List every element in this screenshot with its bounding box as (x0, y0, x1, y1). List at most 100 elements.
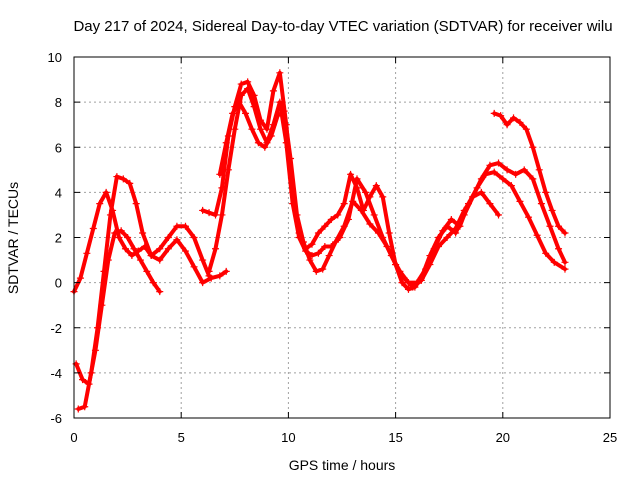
data-point (235, 98, 243, 106)
data-point (237, 80, 245, 88)
data-point (147, 252, 155, 260)
data-point (550, 258, 558, 266)
data-point (250, 103, 258, 111)
data-point (244, 85, 252, 93)
data-point (555, 222, 563, 230)
data-point (199, 206, 207, 214)
data-point (111, 229, 119, 237)
data-point (529, 143, 537, 151)
data-point (156, 256, 164, 264)
data-point (102, 188, 110, 196)
data-point (392, 261, 400, 269)
data-point (274, 112, 282, 120)
data-point (74, 405, 82, 413)
data-point (522, 125, 530, 133)
data-point (497, 112, 505, 120)
data-point (222, 267, 230, 275)
data-point (385, 229, 393, 237)
x-tick-label: 0 (70, 430, 77, 445)
data-point (269, 87, 277, 95)
y-tick-label: 2 (55, 231, 62, 246)
data-point (398, 279, 406, 287)
data-point (128, 252, 136, 260)
data-point (332, 238, 340, 246)
data-point (76, 274, 84, 282)
data-point (460, 206, 468, 214)
data-point (533, 231, 541, 239)
series-line (200, 70, 567, 292)
data-point (130, 245, 138, 253)
data-point (248, 125, 256, 133)
data-point (362, 188, 370, 196)
data-point (276, 69, 284, 77)
data-point (520, 166, 528, 174)
data-point (409, 283, 417, 291)
series-line (72, 190, 229, 294)
data-point (486, 161, 494, 169)
data-point (181, 247, 189, 255)
x-tick-label: 5 (178, 430, 185, 445)
y-axis-label: SDTVAR / TECUs (5, 182, 21, 294)
data-point (499, 175, 507, 183)
data-point (529, 175, 537, 183)
data-point (224, 166, 232, 174)
y-tick-label: 0 (55, 276, 62, 291)
series-line (74, 228, 162, 387)
data-point (535, 166, 543, 174)
data-point (548, 206, 556, 214)
data-point (132, 200, 140, 208)
data-point (89, 224, 97, 232)
data-point (164, 234, 172, 241)
data-point (439, 227, 447, 235)
data-point (469, 193, 477, 201)
data-point (379, 193, 387, 201)
data-point (426, 261, 434, 269)
data-point (261, 143, 269, 151)
data-point (370, 211, 378, 219)
data-point (83, 249, 91, 257)
data-point (218, 211, 226, 219)
data-point (263, 125, 271, 133)
series-pass-2 (74, 173, 213, 413)
data-point (452, 224, 460, 232)
series-pass-7 (490, 109, 569, 237)
data-point (561, 265, 569, 273)
data-point (205, 209, 213, 217)
data-point (242, 109, 250, 117)
data-point (199, 279, 207, 287)
data-point (495, 211, 503, 219)
data-point (516, 118, 524, 126)
data-point (98, 301, 106, 309)
data-point (121, 245, 129, 253)
data-point (199, 256, 207, 264)
data-point (357, 206, 365, 214)
grid (74, 57, 610, 418)
axis-ticks: 0 5 10 15 20 25 -6 -4 -2 0 2 4 6 8 10 (48, 50, 618, 445)
data-point (212, 211, 220, 219)
data-point (510, 114, 518, 122)
data-layer (70, 69, 569, 413)
data-point (287, 155, 295, 163)
data-point (321, 243, 329, 251)
x-tick-label: 10 (281, 430, 295, 445)
data-point (443, 234, 451, 241)
data-point (555, 245, 563, 253)
data-point (340, 200, 348, 208)
data-point (104, 256, 112, 264)
data-point (542, 249, 550, 257)
data-point (117, 227, 125, 235)
data-point (503, 121, 511, 129)
data-point (91, 346, 99, 354)
y-tick-label: 4 (55, 185, 62, 200)
y-tick-label: 6 (55, 140, 62, 155)
data-point (561, 258, 569, 266)
data-point (216, 170, 224, 178)
series-pass-1 (70, 188, 230, 296)
data-point (490, 168, 498, 176)
y-tick-label: -6 (50, 411, 62, 426)
data-point (115, 234, 123, 241)
data-point (267, 132, 275, 140)
data-point (404, 285, 412, 293)
data-point (85, 380, 93, 388)
data-point (276, 98, 284, 106)
